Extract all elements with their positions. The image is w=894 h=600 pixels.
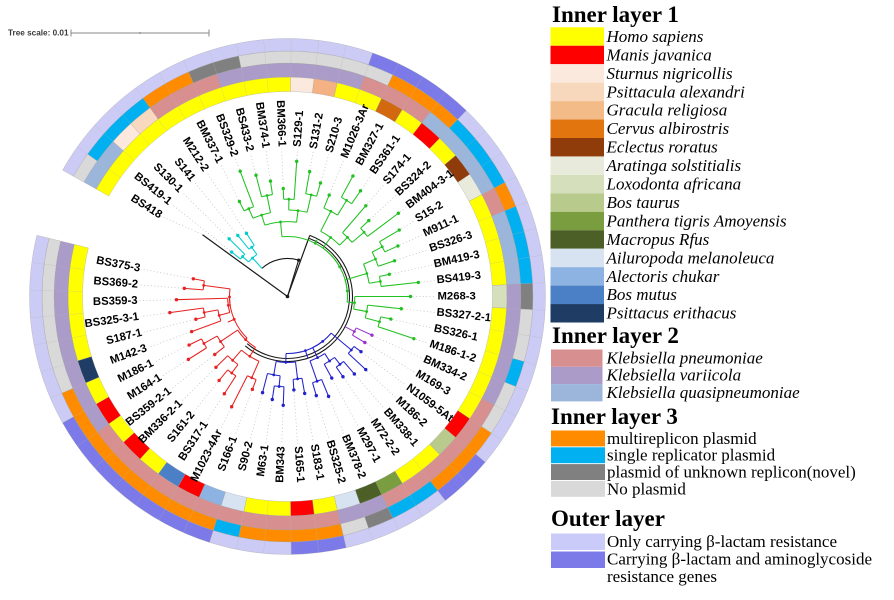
svg-text:No plasmid: No plasmid	[607, 479, 686, 498]
svg-text:Cervus albirostris: Cervus albirostris	[607, 119, 730, 138]
svg-text:Only carrying β-lactam resista: Only carrying β-lactam resistance	[607, 532, 837, 551]
svg-text:M268-3: M268-3	[438, 290, 476, 302]
svg-text:Inner layer 3: Inner layer 3	[551, 404, 678, 429]
svg-text:Ailuropoda melanoleuca: Ailuropoda melanoleuca	[606, 248, 775, 267]
svg-text:Loxodonta africana: Loxodonta africana	[606, 175, 742, 194]
svg-text:Gracula religiosa: Gracula religiosa	[607, 101, 728, 120]
svg-text:resistance genes: resistance genes	[607, 567, 717, 586]
svg-text:S165-1: S165-1	[292, 446, 306, 483]
svg-text:Inner layer 1: Inner layer 1	[552, 2, 679, 27]
svg-text:Outer layer: Outer layer	[551, 506, 665, 531]
svg-text:Homo sapiens: Homo sapiens	[606, 27, 704, 46]
svg-text:Panthera tigris Amoyensis: Panthera tigris Amoyensis	[606, 211, 787, 230]
svg-text:BM343: BM343	[274, 446, 287, 483]
svg-text:Inner layer 2: Inner layer 2	[552, 323, 679, 348]
svg-text:BS327-2-1: BS327-2-1	[436, 307, 492, 325]
svg-text:single replicator plasmid: single replicator plasmid	[607, 446, 776, 465]
svg-text:Manis javanica: Manis javanica	[606, 45, 712, 64]
svg-text:BM366-1: BM366-1	[274, 100, 288, 147]
svg-text:Psittacula alexandri: Psittacula alexandri	[606, 82, 746, 101]
svg-text:Alectoris chukar: Alectoris chukar	[606, 267, 720, 286]
svg-text:multireplicon plasmid: multireplicon plasmid	[607, 429, 757, 448]
svg-text:S129-1: S129-1	[292, 110, 306, 147]
svg-text:Aratinga solstitialis: Aratinga solstitialis	[606, 156, 742, 175]
svg-text:M63-1: M63-1	[255, 444, 272, 477]
svg-text:Psittacus erithacus: Psittacus erithacus	[606, 304, 737, 323]
svg-text:BS359-3: BS359-3	[93, 295, 138, 308]
svg-text:Tree scale: 0.01: Tree scale: 0.01	[8, 29, 69, 38]
svg-text:Sturnus nigricollis: Sturnus nigricollis	[607, 64, 733, 83]
svg-text:plasmid of unknown replicon(no: plasmid of unknown replicon(novel)	[607, 463, 856, 482]
svg-text:Klebsiella quasipneumoniae: Klebsiella quasipneumoniae	[606, 383, 801, 402]
svg-text:Bos taurus: Bos taurus	[607, 193, 681, 212]
svg-text:BS419-3: BS419-3	[436, 270, 482, 287]
svg-text:Eclectus roratus: Eclectus roratus	[606, 138, 719, 157]
svg-text:BS369-2: BS369-2	[93, 275, 138, 290]
svg-text:Klebsiella pneumoniae: Klebsiella pneumoniae	[606, 348, 764, 367]
svg-text:Carrying β-lactam and aminogly: Carrying β-lactam and aminoglycoside	[607, 550, 872, 569]
svg-text:Macropus Rfus: Macropus Rfus	[606, 230, 710, 249]
svg-text:Bos mutus: Bos mutus	[607, 285, 678, 304]
svg-text:Klebsiella variicola: Klebsiella variicola	[606, 366, 742, 385]
